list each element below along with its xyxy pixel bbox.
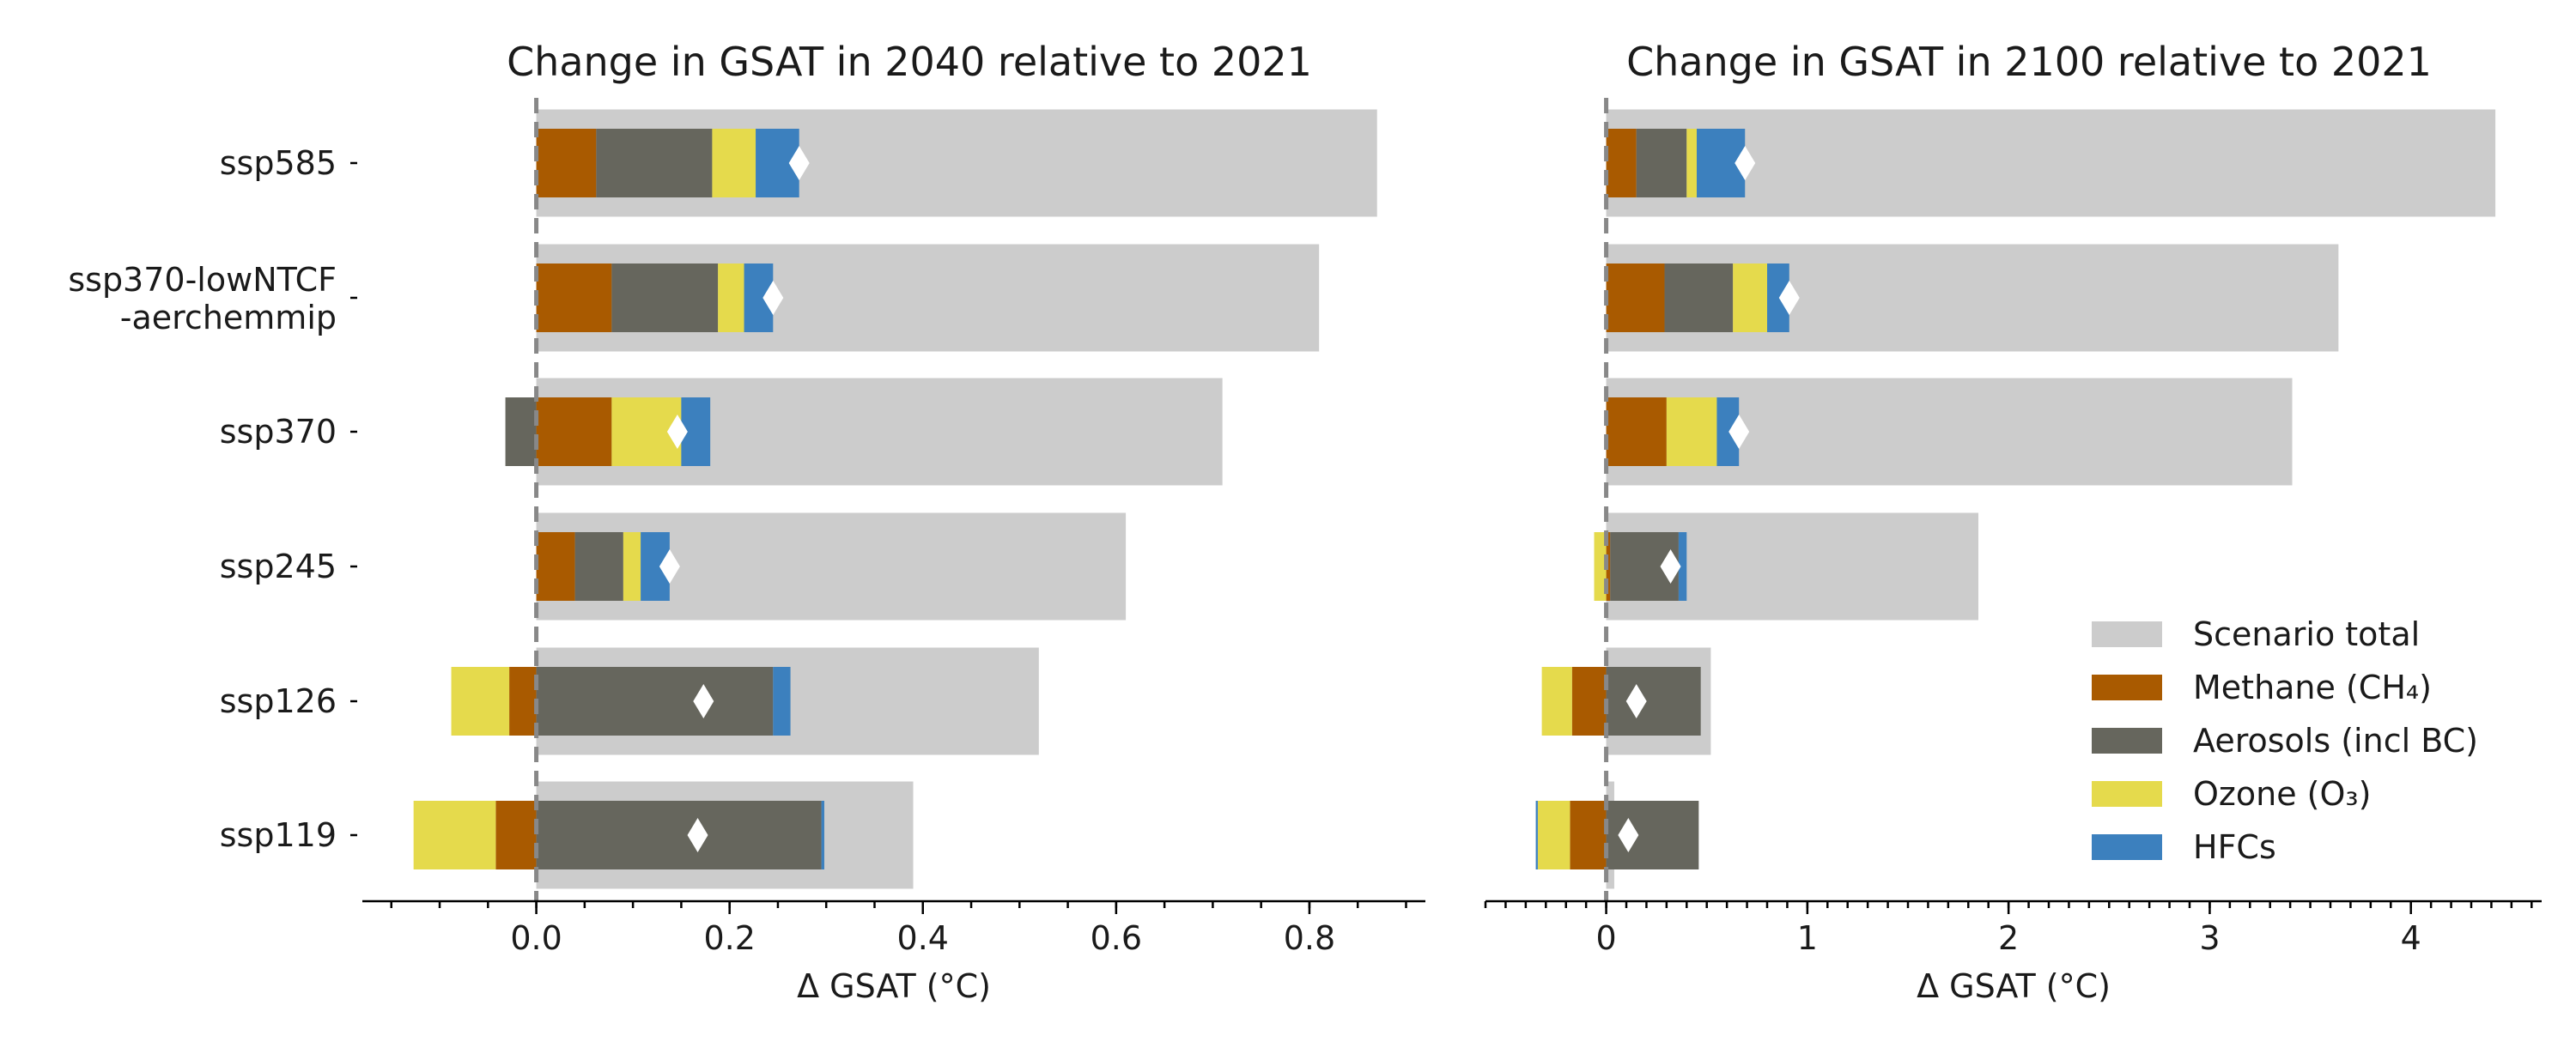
ozone-bar <box>623 532 641 601</box>
x-tick-label: 4 <box>2401 919 2421 957</box>
aerosols-bar <box>536 667 774 736</box>
methane-bar <box>536 129 597 197</box>
methane-bar <box>536 397 612 466</box>
ozone-bar <box>1541 667 1572 736</box>
methane-bar <box>536 532 575 601</box>
methane-bar <box>1606 129 1637 197</box>
x-tick-label: 0.2 <box>703 919 755 957</box>
aerosols-bar <box>536 801 822 869</box>
aerosols-bar <box>574 532 623 601</box>
legend-swatch <box>2092 621 2162 647</box>
net-diamond-marker <box>693 684 714 718</box>
net-diamond-marker <box>1735 146 1756 180</box>
net-diamond-marker <box>1660 549 1681 584</box>
x-axis-label: Δ GSAT (°C) <box>1917 967 2111 1005</box>
category-label: ssp245 <box>220 548 337 585</box>
ozone-bar <box>1537 801 1571 869</box>
category-label: ssp370-lowNTCF -aerchemmip <box>68 261 337 336</box>
methane-bar <box>1570 801 1607 869</box>
x-tick-label: 0.6 <box>1091 919 1142 957</box>
hfcs-bar <box>1535 801 1538 869</box>
category-label: ssp126 <box>220 682 337 720</box>
panel-1: Change in GSAT in 2040 relative to 2021 0… <box>68 39 1425 1005</box>
net-diamond-marker <box>1728 415 1750 449</box>
methane-bar <box>509 667 537 736</box>
ozone-bar <box>1594 532 1607 601</box>
ozone-bar <box>1733 263 1767 332</box>
net-diamond-marker <box>788 146 810 180</box>
net-diamond-marker <box>659 549 680 584</box>
ozone-bar <box>1666 397 1717 466</box>
hfcs-bar <box>821 801 824 869</box>
legend-label: Scenario total <box>2193 615 2420 653</box>
methane-bar <box>1606 263 1665 332</box>
aerosols-bar <box>1664 263 1734 332</box>
legend-swatch <box>2092 675 2162 700</box>
ozone-bar <box>718 263 744 332</box>
aerosols-bar <box>505 397 537 466</box>
x-tick-label: 0.8 <box>1284 919 1335 957</box>
aerosols-bar <box>596 129 713 197</box>
net-diamond-marker <box>762 281 784 315</box>
legend-label: Methane (CH₄) <box>2193 669 2432 706</box>
x-tick-label: 3 <box>2199 919 2220 957</box>
category-label: ssp585 <box>220 144 337 182</box>
net-diamond-marker <box>687 818 708 852</box>
category-label: ssp370 <box>220 413 337 451</box>
aerosols-bar <box>1606 667 1701 736</box>
x-axis-label: Δ GSAT (°C) <box>797 967 991 1005</box>
legend-label: HFCs <box>2193 828 2276 866</box>
x-tick-label: 0 <box>1595 919 1616 957</box>
panel-title: Change in GSAT in 2040 relative to 2021 <box>507 39 1312 85</box>
legend-swatch <box>2092 834 2162 860</box>
x-tick-label: 1 <box>1797 919 1818 957</box>
aerosols-bar <box>611 263 719 332</box>
x-tick-label: 0.0 <box>510 919 562 957</box>
methane-bar <box>1571 667 1607 736</box>
ozone-bar <box>1686 129 1697 197</box>
aerosols-bar <box>1636 129 1687 197</box>
methane-bar <box>495 801 537 869</box>
legend-label: Ozone (O₃) <box>2193 775 2371 813</box>
net-diamond-marker <box>1625 684 1647 718</box>
category-label: ssp119 <box>220 816 337 854</box>
panel-2: Change in GSAT in 2100 relative to 2021 0… <box>1484 39 2542 1005</box>
hfcs-bar <box>773 667 791 736</box>
net-diamond-marker <box>1778 281 1800 315</box>
x-tick-label: 0.4 <box>897 919 949 957</box>
net-diamond-marker <box>666 415 688 449</box>
x-tick-label: 2 <box>1998 919 2019 957</box>
net-diamond-marker <box>1618 818 1639 852</box>
legend-swatch <box>2092 781 2162 807</box>
hfcs-bar <box>1678 532 1687 601</box>
methane-bar <box>1606 397 1667 466</box>
methane-bar <box>536 263 612 332</box>
ozone-bar <box>712 129 756 197</box>
legend-label: Aerosols (incl BC) <box>2193 722 2478 760</box>
ozone-bar <box>413 801 496 869</box>
panel-title: Change in GSAT in 2100 relative to 2021 <box>1626 39 2432 85</box>
ozone-bar <box>451 667 510 736</box>
legend: Scenario total Methane (CH₄) Aerosols (inc… <box>2092 615 2478 866</box>
legend-swatch <box>2092 728 2162 754</box>
